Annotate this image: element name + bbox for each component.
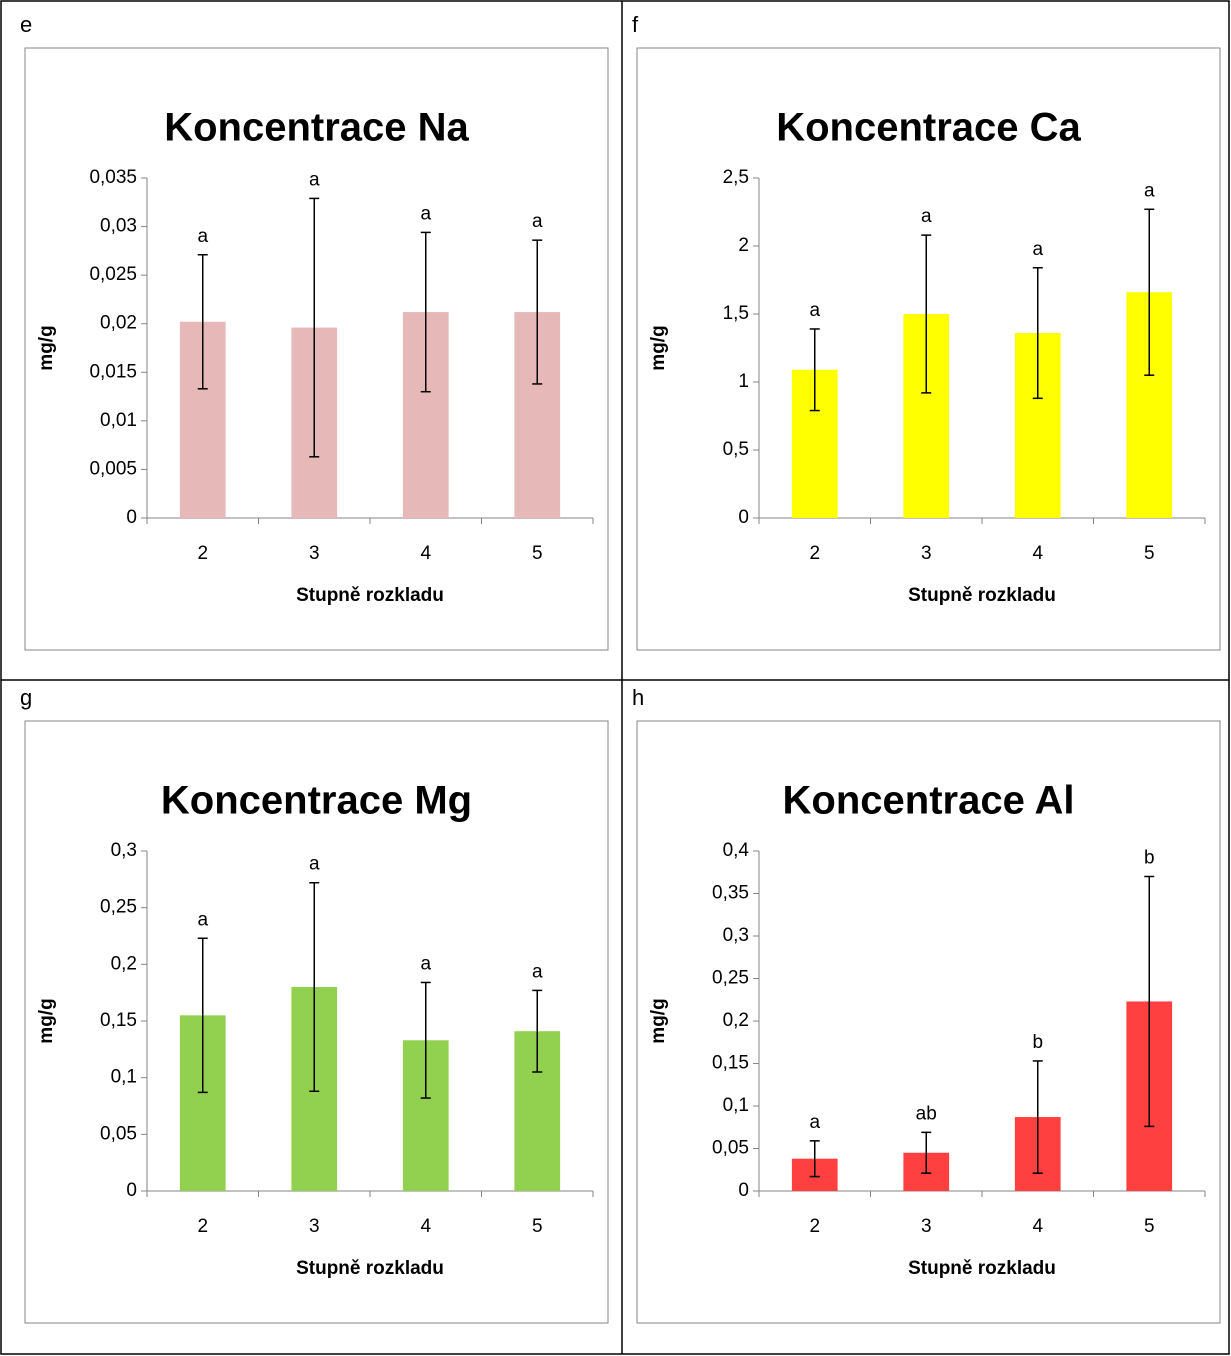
significance-label: b — [1032, 1032, 1043, 1053]
x-tick-label: 5 — [532, 543, 543, 564]
x-tick-label: 4 — [420, 1216, 431, 1237]
x-tick-label: 3 — [921, 1216, 932, 1237]
chart-title: Koncentrace Mg — [161, 779, 472, 823]
y-tick-label: 0,15 — [100, 1010, 137, 1031]
x-tick-label: 3 — [309, 543, 320, 564]
y-tick-label: 0,2 — [723, 1010, 749, 1031]
y-tick-label: 0,2 — [111, 953, 137, 974]
y-tick-label: 0,05 — [712, 1138, 749, 1159]
y-tick-label: 0,015 — [89, 361, 137, 382]
y-tick-label: 1 — [738, 371, 749, 392]
x-tick-label: 3 — [921, 543, 932, 564]
y-tick-label: 0,15 — [712, 1053, 749, 1074]
x-tick-label: 5 — [1144, 1216, 1155, 1237]
y-tick-label: 0,005 — [89, 458, 137, 479]
significance-label: a — [309, 169, 320, 190]
significance-label: a — [420, 203, 431, 224]
chart-title: Koncentrace Al — [783, 779, 1075, 823]
x-tick-label: 2 — [197, 543, 208, 564]
panel-label: g — [20, 685, 32, 710]
y-tick-label: 0,4 — [723, 840, 750, 861]
x-tick-label: 2 — [809, 1216, 820, 1237]
y-tick-label: 0,1 — [111, 1067, 137, 1088]
significance-label: a — [532, 961, 543, 982]
significance-label: a — [809, 1112, 820, 1133]
significance-label: a — [197, 226, 208, 247]
y-axis-label: mg/g — [36, 998, 57, 1043]
y-tick-label: 0 — [738, 507, 749, 528]
y-tick-label: 0,01 — [100, 410, 137, 431]
x-axis-label: Stupně rozkladu — [296, 585, 444, 606]
y-tick-label: 0,03 — [100, 216, 137, 237]
panel-label: h — [632, 685, 644, 710]
significance-label: a — [532, 211, 543, 232]
x-tick-label: 2 — [197, 1216, 208, 1237]
significance-label: a — [809, 300, 820, 321]
y-tick-label: 0 — [126, 507, 137, 528]
chart-title: Koncentrace Na — [164, 106, 469, 150]
y-tick-label: 0,3 — [723, 925, 749, 946]
x-tick-label: 4 — [1032, 1216, 1043, 1237]
y-axis-label: mg/g — [648, 325, 669, 370]
y-axis-label: mg/g — [36, 325, 57, 370]
chart-frame — [636, 720, 1221, 1324]
significance-label: a — [921, 206, 932, 227]
y-tick-label: 0 — [126, 1180, 137, 1201]
y-tick-label: 2 — [738, 235, 749, 256]
y-tick-label: 0,5 — [723, 439, 749, 460]
x-tick-label: 4 — [1032, 543, 1043, 564]
y-tick-label: 0,25 — [100, 897, 137, 918]
significance-label: a — [1032, 239, 1043, 260]
x-tick-label: 2 — [809, 543, 820, 564]
significance-label: a — [1144, 180, 1155, 201]
y-axis-label: mg/g — [648, 998, 669, 1043]
panel-label: f — [632, 12, 639, 37]
x-axis-label: Stupně rozkladu — [296, 1258, 444, 1279]
y-tick-label: 0,3 — [111, 840, 137, 861]
y-tick-label: 0,025 — [89, 264, 137, 285]
y-tick-label: 1,5 — [723, 303, 749, 324]
significance-label: ab — [916, 1103, 937, 1124]
significance-label: a — [197, 909, 208, 930]
y-tick-label: 0 — [738, 1180, 749, 1201]
significance-label: a — [309, 854, 320, 875]
chart-title: Koncentrace Ca — [776, 106, 1081, 150]
x-tick-label: 5 — [532, 1216, 543, 1237]
panel-label: e — [20, 12, 32, 37]
x-axis-label: Stupně rozkladu — [908, 1258, 1056, 1279]
y-tick-label: 2,5 — [723, 167, 749, 188]
significance-label: a — [420, 953, 431, 974]
y-tick-label: 0,35 — [712, 883, 749, 904]
y-tick-label: 0,02 — [100, 313, 137, 334]
significance-label: b — [1144, 848, 1155, 869]
y-tick-label: 0,1 — [723, 1095, 749, 1116]
x-tick-label: 4 — [420, 543, 431, 564]
x-tick-label: 3 — [309, 1216, 320, 1237]
y-tick-label: 0,25 — [712, 968, 749, 989]
x-tick-label: 5 — [1144, 543, 1155, 564]
x-axis-label: Stupně rozkladu — [908, 585, 1056, 606]
y-tick-label: 0,05 — [100, 1123, 137, 1144]
y-tick-label: 0,035 — [89, 167, 137, 188]
